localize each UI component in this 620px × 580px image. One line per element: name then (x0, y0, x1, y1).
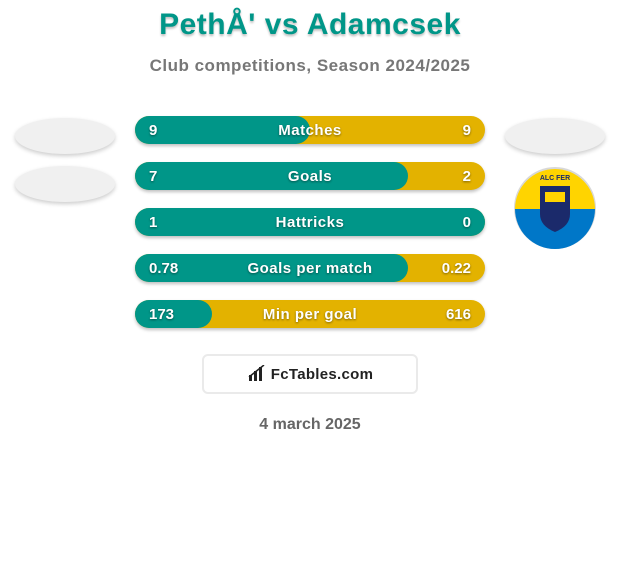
stat-value-right: 2 (463, 162, 471, 190)
stat-row: Matches9 9 (0, 108, 620, 154)
stat-bar: Goals7 2 (135, 162, 485, 190)
stat-bar: Hattricks1 0 (135, 208, 485, 236)
stat-bar: Min per goal173 616 (135, 300, 485, 328)
stat-value-left: 9 (149, 116, 157, 144)
page-title: PethÅ' vs Adamcsek (0, 0, 620, 42)
date-text: 4 march 2025 (0, 416, 620, 434)
stat-row: Min per goal173 616 (0, 292, 620, 338)
stat-label: Matches (135, 116, 485, 144)
stat-value-left: 7 (149, 162, 157, 190)
subtitle: Club competitions, Season 2024/2025 (0, 56, 620, 76)
comparison-card: PethÅ' vs Adamcsek Club competitions, Se… (0, 0, 620, 580)
stat-row: Goals7 2 (0, 154, 620, 200)
stat-rows: Matches9 9 Goals7 2 Hattricks1 0 Goals per mat… (0, 108, 620, 338)
stat-label: Goals per match (135, 254, 485, 282)
stat-row: Goals per match0.78 0.22 (0, 246, 620, 292)
stat-value-left: 173 (149, 300, 174, 328)
stat-label: Hattricks (135, 208, 485, 236)
brand-text: FcTables.com (271, 366, 374, 383)
stat-value-left: 0.78 (149, 254, 178, 282)
stat-bar: Matches9 9 (135, 116, 485, 144)
stat-value-left: 1 (149, 208, 157, 236)
stat-label: Min per goal (135, 300, 485, 328)
stat-value-right: 0.22 (442, 254, 471, 282)
bar-chart-icon (247, 365, 269, 383)
stat-row: Hattricks1 0 (0, 200, 620, 246)
stat-bar: Goals per match0.78 0.22 (135, 254, 485, 282)
stat-label: Goals (135, 162, 485, 190)
stat-value-right: 616 (446, 300, 471, 328)
brand-box[interactable]: FcTables.com (202, 354, 418, 394)
stat-value-right: 9 (463, 116, 471, 144)
stat-value-right: 0 (463, 208, 471, 236)
